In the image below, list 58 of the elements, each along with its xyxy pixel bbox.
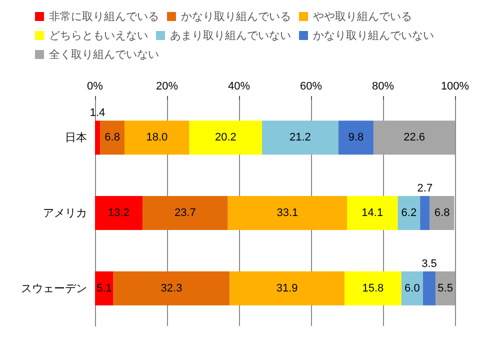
bar <box>374 120 455 155</box>
bar <box>420 196 430 230</box>
bar <box>95 120 100 155</box>
data-label: 21.2 <box>289 132 311 144</box>
data-label: 1.4 <box>90 107 106 120</box>
data-label: 6.8 <box>434 207 450 219</box>
y-tick-label: スウェーデン <box>21 282 87 295</box>
bar <box>398 196 420 230</box>
legend-label: 非常に取り組んでいる <box>49 10 159 23</box>
y-tick-label: アメリカ <box>43 206 87 220</box>
data-label: 5.1 <box>96 282 112 294</box>
x-tick-label: 0% <box>87 80 104 92</box>
bar <box>100 120 125 155</box>
bar <box>338 120 374 155</box>
bar <box>401 271 423 306</box>
data-label: 13.2 <box>108 207 130 219</box>
x-tick-label: 40% <box>228 80 250 92</box>
bar <box>347 196 398 230</box>
bar <box>142 196 228 230</box>
bar <box>124 120 190 155</box>
legend-label: やや取り組んでいる <box>313 10 412 23</box>
x-tick-label: 60% <box>300 80 322 92</box>
data-label: 6.8 <box>104 132 120 144</box>
bar <box>344 271 402 306</box>
data-label: 18.0 <box>146 132 168 144</box>
x-tick-label: 20% <box>156 80 178 92</box>
data-label: 22.6 <box>404 132 426 144</box>
legend-label: かなり取り組んでいる <box>181 10 291 23</box>
data-label: 2.7 <box>417 182 433 194</box>
data-label: 20.2 <box>214 132 236 144</box>
data-label: 31.9 <box>276 282 298 294</box>
data-label: 23.7 <box>174 207 196 219</box>
data-label: 6.0 <box>404 282 420 294</box>
legend-label: かなり取り組んでいない <box>313 29 434 42</box>
legend-label: 全く取り組んでいない <box>49 48 159 61</box>
legend-label: どちらともいえない <box>49 29 148 42</box>
data-label: 5.5 <box>438 282 453 294</box>
data-label: 9.8 <box>348 132 364 144</box>
data-label: 32.3 <box>160 282 182 294</box>
data-label: 33.1 <box>276 207 298 219</box>
bar <box>113 271 230 306</box>
bar <box>436 271 455 306</box>
data-label: 15.8 <box>362 282 384 294</box>
bar <box>422 271 436 306</box>
y-tick-label: 日本 <box>65 131 87 144</box>
bar <box>230 271 344 306</box>
bar <box>189 120 262 155</box>
bar <box>228 196 347 230</box>
bar <box>430 196 454 230</box>
x-tick-label: 100% <box>440 80 470 92</box>
bar <box>262 120 338 155</box>
data-label: 6.2 <box>401 207 417 219</box>
x-tick-label: 80% <box>372 80 394 92</box>
data-label: 3.5 <box>422 258 437 270</box>
legend-label: あまり取り組んでいない <box>170 29 291 42</box>
bar <box>95 271 114 306</box>
bar <box>95 196 143 230</box>
data-label: 14.1 <box>362 207 384 219</box>
